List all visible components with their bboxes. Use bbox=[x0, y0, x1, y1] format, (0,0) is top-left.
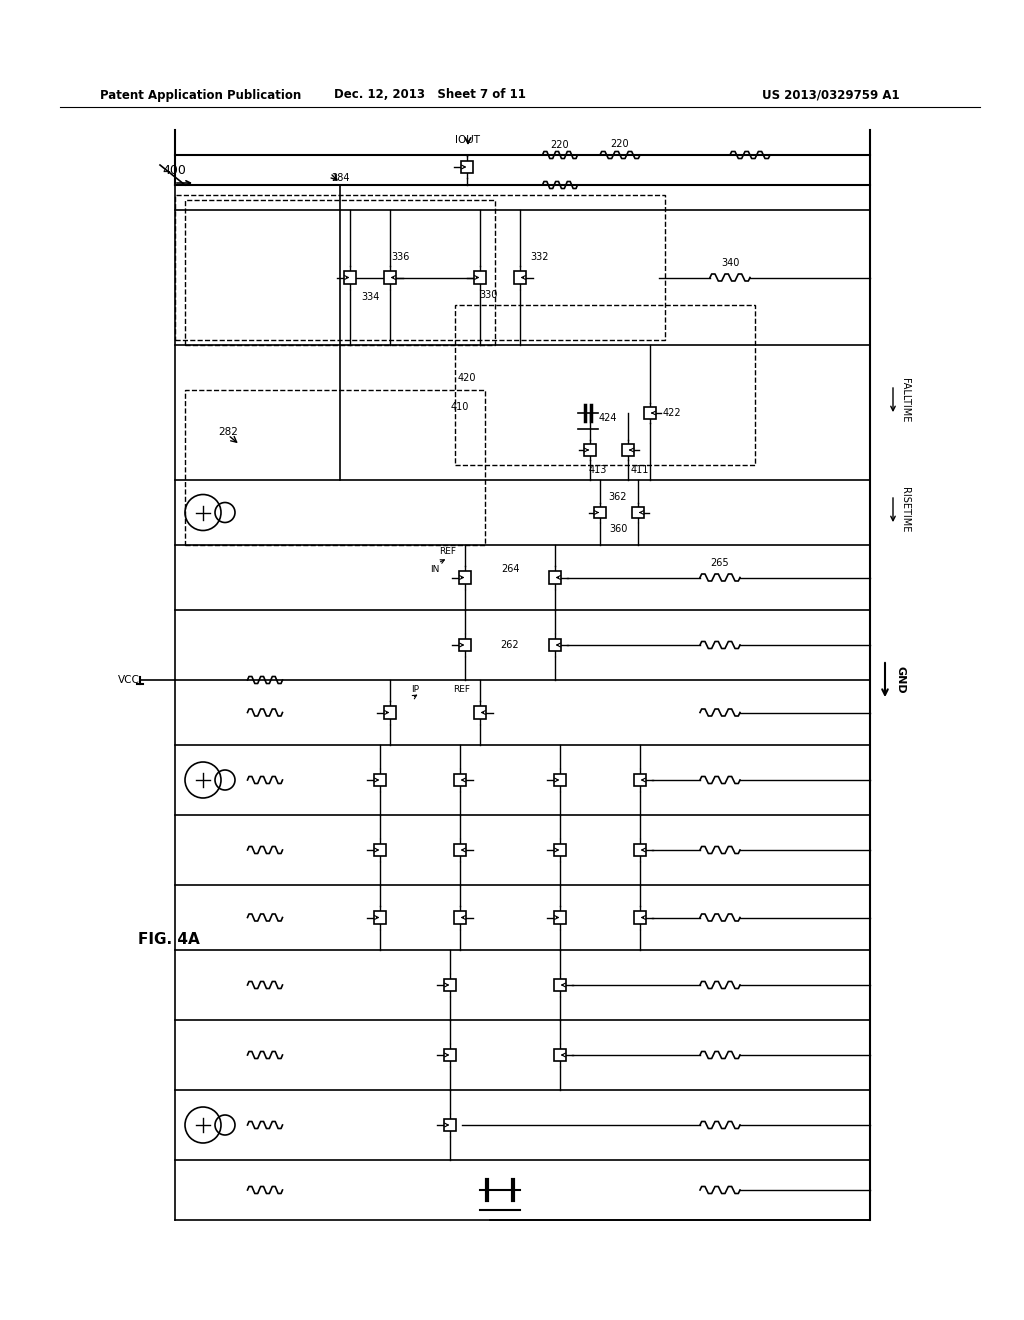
Text: 282: 282 bbox=[218, 426, 238, 437]
Text: VCC: VCC bbox=[118, 675, 140, 685]
Bar bbox=[443, 1118, 457, 1131]
Bar bbox=[554, 843, 566, 857]
Text: 410: 410 bbox=[451, 403, 469, 412]
Bar bbox=[454, 774, 466, 787]
Bar bbox=[454, 843, 466, 857]
Text: 332: 332 bbox=[530, 252, 549, 263]
Text: 413: 413 bbox=[589, 465, 607, 475]
Bar bbox=[554, 1048, 566, 1061]
Text: 362: 362 bbox=[608, 491, 628, 502]
Bar bbox=[594, 507, 605, 519]
Bar bbox=[443, 978, 457, 991]
Bar bbox=[549, 639, 561, 651]
Bar bbox=[633, 507, 644, 519]
Text: FALLTIME: FALLTIME bbox=[900, 378, 910, 422]
Bar bbox=[374, 911, 386, 924]
Text: 262: 262 bbox=[501, 640, 519, 649]
Text: 411: 411 bbox=[631, 465, 649, 475]
Text: 220: 220 bbox=[551, 140, 569, 150]
Text: 424: 424 bbox=[599, 413, 617, 422]
Bar bbox=[374, 774, 386, 787]
Bar bbox=[549, 572, 561, 583]
Text: 334: 334 bbox=[360, 293, 379, 302]
Bar bbox=[459, 639, 471, 651]
Text: Patent Application Publication: Patent Application Publication bbox=[100, 88, 301, 102]
Bar bbox=[644, 408, 655, 418]
Text: 264: 264 bbox=[501, 565, 519, 574]
Text: 220: 220 bbox=[610, 139, 630, 149]
Text: 400: 400 bbox=[162, 164, 186, 177]
Bar bbox=[585, 445, 596, 455]
Text: 422: 422 bbox=[663, 408, 681, 418]
Text: FIG. 4A: FIG. 4A bbox=[138, 932, 200, 948]
Bar bbox=[554, 978, 566, 991]
Text: 265: 265 bbox=[711, 558, 729, 569]
Bar bbox=[461, 161, 473, 173]
Text: Dec. 12, 2013   Sheet 7 of 11: Dec. 12, 2013 Sheet 7 of 11 bbox=[334, 88, 526, 102]
Text: IOUT: IOUT bbox=[456, 135, 480, 145]
Bar bbox=[459, 572, 471, 583]
Bar bbox=[634, 843, 646, 857]
Bar bbox=[443, 1048, 457, 1061]
Bar bbox=[634, 911, 646, 924]
Bar bbox=[473, 706, 486, 719]
Text: 284: 284 bbox=[331, 173, 349, 183]
Text: IN: IN bbox=[430, 565, 439, 574]
Bar bbox=[623, 445, 634, 455]
Bar bbox=[554, 911, 566, 924]
Text: 330: 330 bbox=[479, 290, 498, 301]
Bar bbox=[384, 706, 396, 719]
Bar bbox=[374, 843, 386, 857]
Text: 420: 420 bbox=[458, 374, 476, 383]
Text: GND: GND bbox=[895, 667, 905, 694]
Text: 336: 336 bbox=[391, 252, 410, 263]
Text: 340: 340 bbox=[721, 259, 739, 268]
Bar bbox=[384, 271, 396, 284]
Bar bbox=[344, 271, 356, 284]
Bar bbox=[473, 271, 486, 284]
Text: US 2013/0329759 A1: US 2013/0329759 A1 bbox=[763, 88, 900, 102]
Bar bbox=[554, 774, 566, 787]
Text: REF: REF bbox=[454, 685, 470, 693]
Text: IP: IP bbox=[411, 685, 419, 693]
Bar bbox=[634, 774, 646, 787]
Text: 360: 360 bbox=[609, 524, 627, 533]
Text: REF: REF bbox=[439, 548, 457, 557]
Text: RISETIME: RISETIME bbox=[900, 487, 910, 533]
Bar bbox=[454, 911, 466, 924]
Bar bbox=[514, 271, 526, 284]
